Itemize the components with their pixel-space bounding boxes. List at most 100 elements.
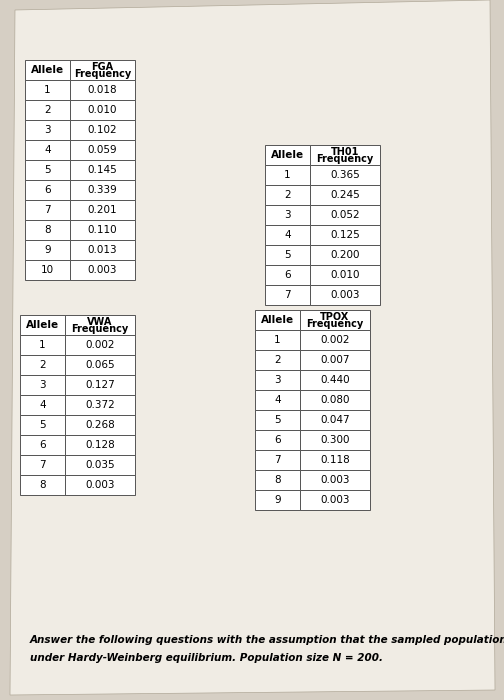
Bar — [25, 60, 70, 80]
Text: 0.102: 0.102 — [88, 125, 117, 135]
Text: 5: 5 — [284, 250, 291, 260]
Text: Frequency: Frequency — [72, 324, 129, 334]
Text: 10: 10 — [41, 265, 54, 275]
Bar — [20, 375, 65, 395]
Bar — [70, 260, 135, 280]
Bar — [265, 145, 310, 165]
Text: 9: 9 — [44, 245, 51, 255]
Bar — [65, 355, 135, 375]
Bar — [300, 450, 370, 470]
Text: 0.013: 0.013 — [88, 245, 117, 255]
Bar — [300, 350, 370, 370]
Text: 0.010: 0.010 — [330, 270, 360, 280]
Bar — [20, 455, 65, 475]
Bar — [70, 100, 135, 120]
Bar — [300, 410, 370, 430]
Text: 0.007: 0.007 — [320, 355, 350, 365]
Text: 5: 5 — [44, 165, 51, 175]
Bar — [25, 80, 70, 100]
Text: 7: 7 — [274, 455, 281, 465]
Text: TH01: TH01 — [331, 147, 359, 157]
Bar — [265, 225, 310, 245]
Text: 0.080: 0.080 — [320, 395, 350, 405]
Text: 3: 3 — [284, 210, 291, 220]
Bar — [255, 430, 300, 450]
Text: Frequency: Frequency — [306, 319, 363, 329]
Bar — [65, 415, 135, 435]
Bar — [70, 200, 135, 220]
Text: 6: 6 — [274, 435, 281, 445]
Bar — [70, 180, 135, 200]
Bar — [255, 470, 300, 490]
Bar — [70, 140, 135, 160]
Text: 7: 7 — [44, 205, 51, 215]
Bar — [265, 165, 310, 185]
Bar — [255, 350, 300, 370]
Text: VWA: VWA — [87, 317, 113, 327]
Text: 1: 1 — [284, 170, 291, 180]
Text: 6: 6 — [284, 270, 291, 280]
Bar — [70, 240, 135, 260]
Text: 0.003: 0.003 — [330, 290, 360, 300]
Bar — [20, 475, 65, 495]
Text: 3: 3 — [39, 380, 46, 390]
Text: Frequency: Frequency — [74, 69, 131, 79]
Bar — [25, 160, 70, 180]
Bar — [300, 470, 370, 490]
Bar — [25, 140, 70, 160]
Bar — [70, 160, 135, 180]
Text: 5: 5 — [39, 420, 46, 430]
Bar — [255, 450, 300, 470]
Text: 1: 1 — [274, 335, 281, 345]
Text: 0.145: 0.145 — [88, 165, 117, 175]
Text: 0.440: 0.440 — [320, 375, 350, 385]
Text: 4: 4 — [39, 400, 46, 410]
Bar — [70, 60, 135, 80]
Text: 0.372: 0.372 — [85, 400, 115, 410]
Bar — [65, 335, 135, 355]
Bar — [25, 100, 70, 120]
Bar — [65, 395, 135, 415]
Text: 0.018: 0.018 — [88, 85, 117, 95]
Text: 0.118: 0.118 — [320, 455, 350, 465]
Bar — [25, 200, 70, 220]
Text: 0.339: 0.339 — [88, 185, 117, 195]
Text: 0.200: 0.200 — [330, 250, 360, 260]
Text: 0.059: 0.059 — [88, 145, 117, 155]
Bar — [65, 455, 135, 475]
Text: Answer the following questions with the assumption that the sampled population i: Answer the following questions with the … — [30, 635, 504, 645]
Bar — [265, 185, 310, 205]
Text: FGA: FGA — [91, 62, 113, 72]
Bar — [310, 265, 380, 285]
Bar — [300, 430, 370, 450]
Text: 0.002: 0.002 — [320, 335, 350, 345]
Text: 7: 7 — [284, 290, 291, 300]
Bar — [65, 375, 135, 395]
Text: 9: 9 — [274, 495, 281, 505]
Text: 0.003: 0.003 — [320, 495, 350, 505]
Bar — [265, 245, 310, 265]
Bar — [255, 330, 300, 350]
Text: 8: 8 — [44, 225, 51, 235]
Text: Allele: Allele — [26, 320, 59, 330]
Bar — [65, 435, 135, 455]
Text: 0.003: 0.003 — [320, 475, 350, 485]
Text: Allele: Allele — [261, 315, 294, 325]
Bar — [70, 220, 135, 240]
Text: 7: 7 — [39, 460, 46, 470]
Bar — [20, 395, 65, 415]
Bar — [310, 205, 380, 225]
Text: 4: 4 — [274, 395, 281, 405]
Bar — [265, 265, 310, 285]
Text: 6: 6 — [39, 440, 46, 450]
Text: 0.201: 0.201 — [88, 205, 117, 215]
Polygon shape — [10, 0, 495, 695]
Text: 0.365: 0.365 — [330, 170, 360, 180]
Bar — [70, 120, 135, 140]
Text: 0.268: 0.268 — [85, 420, 115, 430]
Text: 6: 6 — [44, 185, 51, 195]
Text: 0.300: 0.300 — [320, 435, 350, 445]
Bar — [310, 285, 380, 305]
Bar — [25, 220, 70, 240]
Bar — [300, 310, 370, 330]
